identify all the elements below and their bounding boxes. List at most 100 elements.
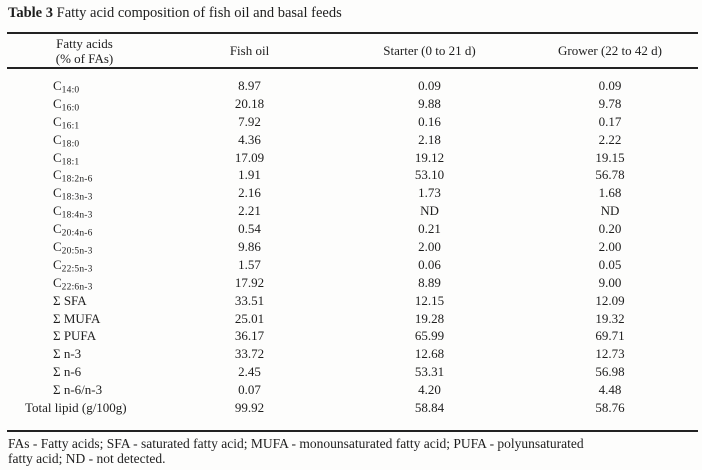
value-cell: 4.48 [598,382,622,398]
fatty-acid-subscript: 14:0 [61,85,80,96]
table-row: Σ SFA 33.51 12.15 12.09 [7,292,698,310]
value-cell: 0.06 [418,256,441,272]
value-cell: 17.09 [234,149,265,165]
value-cell: 12.09 [595,292,625,308]
value-cell: 0.17 [598,113,622,129]
table-caption-text: Fatty acid composition of fish oil and b… [53,5,342,21]
value-cell: 1.57 [238,256,261,272]
table-row: C18:3n-3 2.16 1.73 1.68 [7,184,698,202]
fatty-acid-label: C20:5n-3 [53,239,93,257]
value-cell: 36.17 [234,328,265,344]
fatty-acid-subscript: 18:1 [61,157,80,168]
table-row: C20:5n-3 9.86 2.00 2.00 [7,238,698,256]
value-cell: 0.20 [598,221,622,237]
table-row: Σ n-6 2.45 53.31 56.98 [7,363,698,381]
table-row: C22:5n-3 1.57 0.06 0.05 [7,256,698,274]
value-cell: 7.92 [238,113,261,129]
table-caption-number: Table 3 [8,5,53,21]
value-cell: 33.72 [234,346,265,362]
header-fatty-acids-line2: (% of FAs) [55,50,114,66]
header-fatty-acids-line1: Fatty acids [56,35,113,51]
fatty-acid-subscript: 20:5n-3 [61,246,93,257]
fatty-acid-subscript: 22:6n-3 [61,282,93,293]
fatty-acid-label: C14:0 [53,78,80,96]
value-cell: 56.98 [595,364,625,380]
header-starter: Starter (0 to 21 d) [383,43,476,58]
value-cell: 9.88 [418,95,441,111]
fatty-acid-label: Total lipid (g/100g) [25,400,127,416]
value-cell: 69.71 [595,328,625,344]
fatty-acid-label: C22:6n-3 [53,274,93,293]
value-cell: 58.84 [414,400,445,416]
table-row: Total lipid (g/100g) 99.92 58.84 58.76 [7,399,698,417]
fatty-acid-label: C18:4n-3 [53,203,93,221]
fatty-acid-label: C18:2n-6 [53,167,93,185]
value-cell: 2.18 [418,131,441,147]
table-row: C18:1 17.09 19.12 19.15 [7,149,698,167]
table-row: C18:0 4.36 2.18 2.22 [7,131,698,149]
value-cell: 2.16 [238,185,261,201]
value-cell: 1.73 [418,185,441,201]
fatty-acid-subscript: 18:4n-3 [61,210,93,221]
value-cell: 19.15 [595,149,625,165]
fatty-acid-label: C18:3n-3 [53,185,93,203]
value-cell: 12.15 [414,292,445,308]
value-cell: 53.31 [414,364,445,380]
value-cell: ND [420,203,439,219]
value-cell: 0.21 [418,221,441,237]
fatty-acid-label: Σ PUFA [53,328,97,344]
fatty-acid-subscript: 18:2n-6 [61,174,93,185]
table-row: C16:0 20.18 9.88 9.78 [7,95,698,113]
value-cell: 53.10 [414,167,445,183]
value-cell: 8.89 [418,274,441,290]
table-footnote: FAs - Fatty acids; SFA - saturated fatty… [8,435,584,467]
value-cell: 1.68 [598,185,622,201]
value-cell: 2.21 [238,203,261,219]
fatty-acid-label: C20:4n-6 [53,221,93,239]
value-cell: 12.68 [414,346,445,362]
fatty-acid-table: Fatty acids (% of FAs) Fish oil Starter … [7,32,698,432]
value-cell: 9.86 [238,239,261,255]
fatty-acid-subscript: 20:4n-6 [61,228,93,239]
value-cell: 4.20 [418,382,441,398]
fatty-acid-subscript: 16:0 [61,103,80,114]
fatty-acid-label: Σ MUFA [53,310,101,326]
value-cell: 4.36 [238,131,261,147]
value-cell: 0.16 [418,113,441,129]
value-cell: 9.00 [598,274,622,290]
table-row: C14:0 8.97 0.09 0.09 [7,77,698,95]
paper-table-page: Table 3 Fatty acid composition of fish o… [0,4,702,470]
table-row: C18:4n-3 2.21 ND ND [7,202,698,220]
fatty-acid-label: Σ SFA [53,292,87,308]
value-cell: 25.01 [234,310,265,326]
value-cell: 12.73 [595,346,625,362]
value-cell: 33.51 [234,292,265,308]
table-row: Σ n-3 33.72 12.68 12.73 [7,345,698,363]
table-row: C16:1 7.92 0.16 0.17 [7,113,698,131]
value-cell: 17.92 [234,274,265,290]
fatty-acid-label: C18:1 [53,149,80,168]
value-cell: 0.07 [238,382,261,398]
value-cell: 58.76 [595,400,625,416]
value-cell: 9.78 [598,95,622,111]
fatty-acid-label: C18:0 [53,131,80,150]
table-row: Σ n-6/n-3 0.07 4.20 4.48 [7,381,698,399]
value-cell: ND [600,203,620,219]
value-cell: 0.05 [598,256,622,272]
value-cell: 0.54 [238,221,261,237]
table-row: Σ MUFA 25.01 19.28 19.32 [7,310,698,328]
fatty-acid-label: C22:5n-3 [53,256,93,275]
value-cell: 19.28 [414,310,445,326]
table-row: C22:6n-3 17.92 8.89 9.00 [7,274,698,292]
table-row: C18:2n-6 1.91 53.10 56.78 [7,166,698,184]
fatty-acid-subscript: 16:1 [61,121,80,132]
header-fatty-acids: Fatty acids (% of FAs) [7,36,162,66]
header-grower: Grower (22 to 42 d) [558,43,662,58]
table-caption: Table 3 Fatty acid composition of fish o… [8,4,694,22]
fatty-acid-subscript: 18:0 [61,139,80,150]
table-row: C20:4n-6 0.54 0.21 0.20 [7,220,698,238]
table-header-row: Fatty acids (% of FAs) Fish oil Starter … [7,32,698,69]
fatty-acid-label: C16:0 [53,95,80,114]
fatty-acid-subscript: 18:3n-3 [61,192,93,203]
table-row: Σ PUFA 36.17 65.99 69.71 [7,327,698,345]
